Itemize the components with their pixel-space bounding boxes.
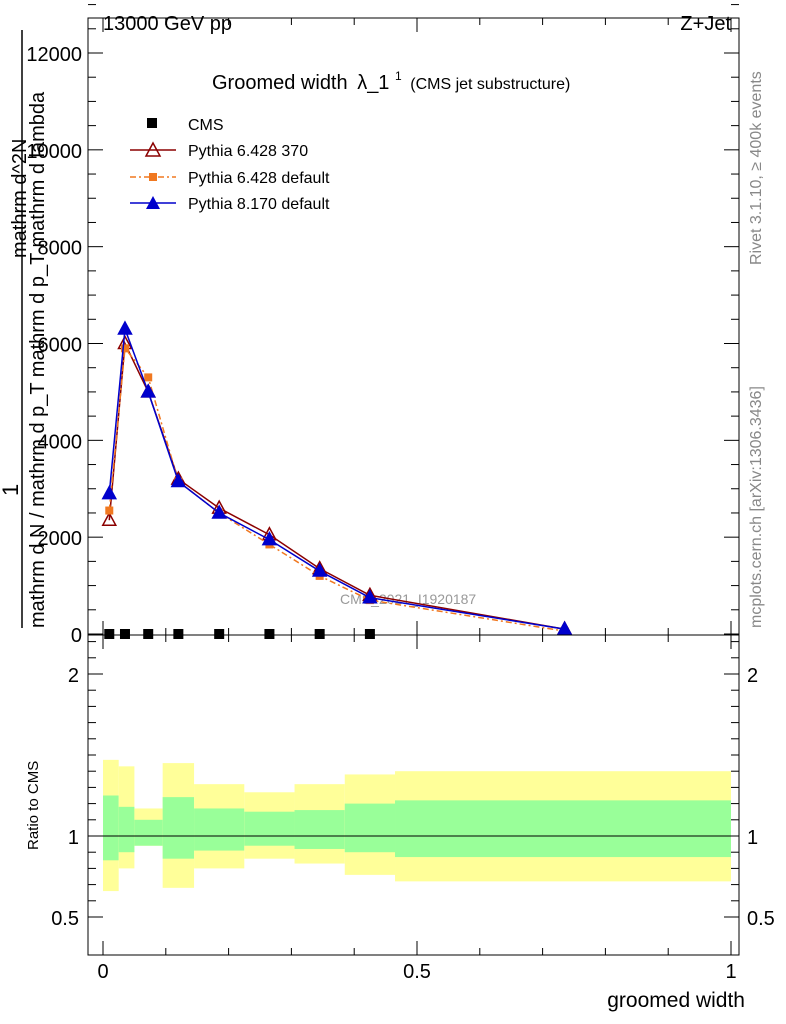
cms-point xyxy=(104,629,115,639)
main-series xyxy=(101,320,573,639)
series-point-3 xyxy=(101,485,118,500)
ratio-inner-band xyxy=(194,808,245,851)
series-point-3 xyxy=(261,531,278,546)
title-note: (CMS jet substructure) xyxy=(410,76,570,93)
process-label: Z+Jet xyxy=(680,13,731,35)
series-point-2 xyxy=(105,506,114,515)
cms-point xyxy=(314,629,325,639)
title-lambda: λ_1 xyxy=(357,72,389,94)
ylabel-denominator: mathrm d N / mathrm d p_T mathrm d p_T m… xyxy=(27,91,49,628)
ratio-xtick-label: 0 xyxy=(97,961,108,983)
ratio-axes: 0.5 0.5 1 1 2 2 0 0.5 1 xyxy=(51,635,775,983)
ratio-ytick-label-right: 1 xyxy=(747,827,758,849)
ratio-inner-band xyxy=(344,803,396,853)
mcplots-label: mcplots.cern.ch [arXiv:1306.3436] xyxy=(748,386,765,628)
ratio-bands xyxy=(88,759,739,892)
legend-entry-py6-default: Pythia 6.428 default xyxy=(130,170,330,187)
ratio-ytick-label-right: 2 xyxy=(747,665,758,687)
legend-marker-py6-370 xyxy=(144,141,162,157)
series-point-1 xyxy=(101,511,118,526)
main-axes: 02000400060008000100001200014000 xyxy=(26,4,739,647)
ylabel-numerator: 1 xyxy=(0,484,23,496)
legend-label-py6-default: Pythia 6.428 default xyxy=(188,170,330,187)
series-point-3 xyxy=(140,383,156,398)
series-point-3 xyxy=(556,620,573,635)
main-ytick-label: 8000 xyxy=(38,238,83,260)
main-ytick-label: 2000 xyxy=(38,528,83,550)
ratio-ylabel: Ratio to CMS xyxy=(25,761,42,850)
cms-point xyxy=(143,629,154,639)
ratio-inner-band xyxy=(395,800,731,858)
main-ytick-label: 4000 xyxy=(38,431,83,453)
ratio-xtick-label: 0.5 xyxy=(403,961,431,983)
cms-point xyxy=(264,629,275,639)
legend-entry-cms: CMS xyxy=(147,117,224,134)
ratio-ytick-label-left: 2 xyxy=(68,665,79,687)
cms-point xyxy=(214,629,225,639)
legend-entry-py6-370: Pythia 6.428 370 xyxy=(130,141,308,160)
legend-marker-py6-default xyxy=(149,173,157,181)
main-ytick-label: 0 xyxy=(71,625,82,647)
cms-point xyxy=(173,629,184,639)
ratio-ytick-label-left: 0.5 xyxy=(51,908,79,930)
legend-marker-cms xyxy=(147,118,157,128)
ratio-inner-band xyxy=(244,811,295,846)
title-sup: 1 xyxy=(395,69,402,83)
main-plot-frame xyxy=(87,17,740,636)
series-point-2 xyxy=(144,373,153,382)
ratio-inner-band xyxy=(134,819,163,846)
ratio-ytick-label-left: 1 xyxy=(68,827,79,849)
series-point-3 xyxy=(311,562,328,577)
x-axis-label: groomed width xyxy=(607,989,745,1012)
legend-label-py6-370: Pythia 6.428 370 xyxy=(188,143,308,160)
ylabel-top: mathrm d^2N xyxy=(9,139,31,258)
ratio-xtick-label: 1 xyxy=(725,961,736,983)
series-line-2 xyxy=(108,346,565,632)
cms-point xyxy=(119,629,130,639)
main-ytick-label: 10000 xyxy=(26,141,82,163)
series-point-3 xyxy=(117,320,133,335)
legend-marker-py8-default xyxy=(146,196,160,209)
series-point-3 xyxy=(170,472,187,488)
legend-entry-py8-default: Pythia 8.170 default xyxy=(130,196,330,213)
main-ytick-label: 6000 xyxy=(38,335,83,357)
ratio-inner-band xyxy=(103,795,119,861)
main-ytick-label: 12000 xyxy=(26,44,82,66)
title-main: Groomed width xyxy=(212,72,348,94)
ratio-inner-band xyxy=(294,810,345,849)
ratio-inner-band xyxy=(118,806,135,853)
legend: CMS Pythia 6.428 370 Pythia 6.428 defaul… xyxy=(130,117,330,213)
ratio-plot-frame xyxy=(87,634,740,956)
series-point-3 xyxy=(362,589,378,604)
ratio-ytick-label-right: 0.5 xyxy=(747,908,775,930)
energy-label: 13000 GeV pp xyxy=(103,13,232,35)
ratio-inner-band xyxy=(162,797,195,859)
plot-title: Groomed width λ_1 1 (CMS jet substructur… xyxy=(212,63,570,94)
series-point-2 xyxy=(120,344,129,353)
series-point-3 xyxy=(211,504,227,519)
cms-point xyxy=(364,629,375,639)
legend-label-py8-default: Pythia 8.170 default xyxy=(188,196,330,213)
rivet-label: Rivet 3.1.10, ≥ 400k events xyxy=(748,71,765,265)
legend-label-cms: CMS xyxy=(188,117,224,134)
